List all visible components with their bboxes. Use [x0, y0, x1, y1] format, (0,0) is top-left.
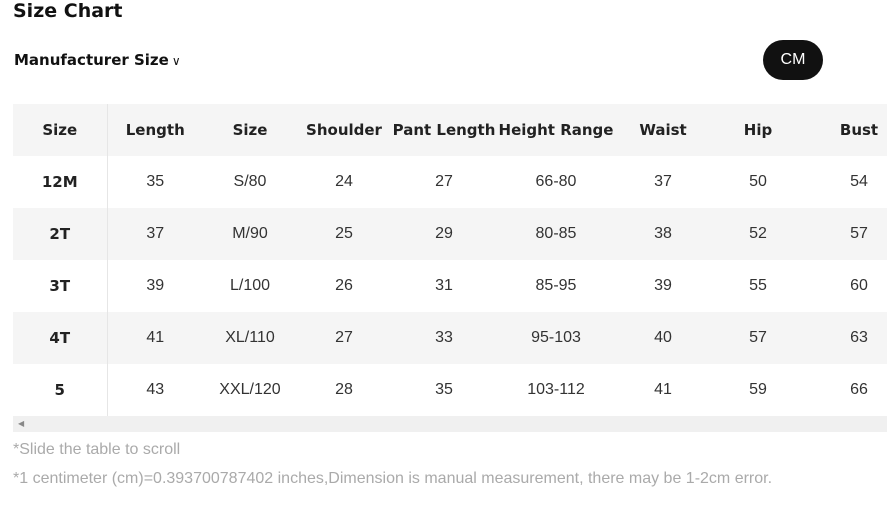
table-cell: 80-85 [497, 208, 615, 260]
unit-cm-button[interactable]: CM [763, 40, 823, 80]
table-cell: 3T [13, 260, 108, 312]
table-cell: 60 [850, 277, 868, 294]
table-row: 4T 41 XL/110 27 33 95-103 40 57 63 [13, 312, 887, 364]
table-cell: M/90 [203, 208, 297, 260]
table-cell: 12M [13, 156, 108, 208]
table-cell: 63 [805, 312, 887, 364]
table-row: 5 43 XXL/120 28 35 103-112 41 59 66 [13, 364, 887, 416]
table-cell: 37 [654, 173, 672, 190]
manufacturer-size-dropdown[interactable]: Manufacturer Size ∨ [14, 51, 181, 69]
table-cell: 40 [615, 312, 711, 364]
conversion-note: *1 centimeter (cm)=0.393700787402 inches… [13, 470, 773, 487]
column-header: Pant Length [391, 104, 497, 156]
table-cell: 54 [850, 173, 868, 190]
table-row: 2T 37 M/90 25 29 80-85 38 52 57 [13, 208, 887, 260]
column-header: Height Range [497, 104, 615, 156]
table-cell: 35 [146, 173, 165, 190]
table-cell: 35 [435, 381, 453, 398]
table-cell: 38 [615, 208, 711, 260]
table-cell: 26 [335, 277, 353, 294]
table-cell: 27 [435, 173, 453, 190]
horizontal-scrollbar[interactable]: ◀ [13, 416, 887, 432]
column-header: Waist [615, 104, 711, 156]
table-cell: 33 [391, 312, 497, 364]
scroll-left-arrow-icon[interactable]: ◀ [18, 419, 25, 428]
table-cell: XL/110 [203, 312, 297, 364]
table-row: 12M 35 S/80 24 27 66-80 37 50 54 [13, 156, 887, 208]
column-header: Shoulder [297, 104, 391, 156]
table-row: 3T 39 L/100 26 31 85-95 39 55 60 [13, 260, 887, 312]
table-cell: 25 [297, 208, 391, 260]
table-cell: 52 [711, 208, 805, 260]
table-cell: XXL/120 [219, 381, 281, 398]
table-cell: 2T [13, 208, 108, 260]
table-cell: 31 [435, 277, 453, 294]
column-header: Length [107, 104, 203, 156]
table-cell: 4T [13, 312, 108, 364]
table-cell: 39 [146, 277, 165, 294]
page-title: Size Chart [13, 0, 123, 22]
table-cell: 103-112 [527, 381, 585, 398]
table-cell: 55 [749, 277, 767, 294]
table-cell: 66 [850, 381, 868, 398]
scroll-hint: *Slide the table to scroll [13, 441, 181, 458]
table-cell: 29 [391, 208, 497, 260]
size-table: Size Length Size Shoulder Pant Length Height … [13, 104, 887, 416]
table-cell: 39 [654, 277, 672, 294]
table-cell: 95-103 [497, 312, 615, 364]
table-cell: 24 [335, 173, 353, 190]
table-cell: 41 [654, 381, 672, 398]
table-cell: 50 [749, 173, 767, 190]
table-cell: 43 [146, 381, 165, 398]
manufacturer-size-label: Manufacturer Size [14, 51, 169, 69]
table-cell: L/100 [229, 277, 271, 294]
table-cell: S/80 [233, 173, 267, 190]
table-cell: 57 [711, 312, 805, 364]
column-header: Bust [805, 104, 887, 156]
table-cell: 37 [107, 208, 203, 260]
chevron-down-icon: ∨ [171, 54, 181, 68]
table-cell: 85-95 [535, 277, 577, 294]
size-table-container[interactable]: Size Length Size Shoulder Pant Length Height … [13, 104, 887, 416]
table-cell: 66-80 [535, 173, 577, 190]
column-header: Hip [711, 104, 805, 156]
table-cell: 27 [297, 312, 391, 364]
table-cell: 28 [335, 381, 353, 398]
table-cell: 59 [749, 381, 767, 398]
table-cell: 41 [107, 312, 203, 364]
column-header: Size [203, 104, 297, 156]
column-header: Size [13, 104, 108, 156]
header-row: Size Length Size Shoulder Pant Length Height … [13, 104, 887, 156]
table-cell: 57 [805, 208, 887, 260]
table-cell: 5 [13, 364, 108, 416]
